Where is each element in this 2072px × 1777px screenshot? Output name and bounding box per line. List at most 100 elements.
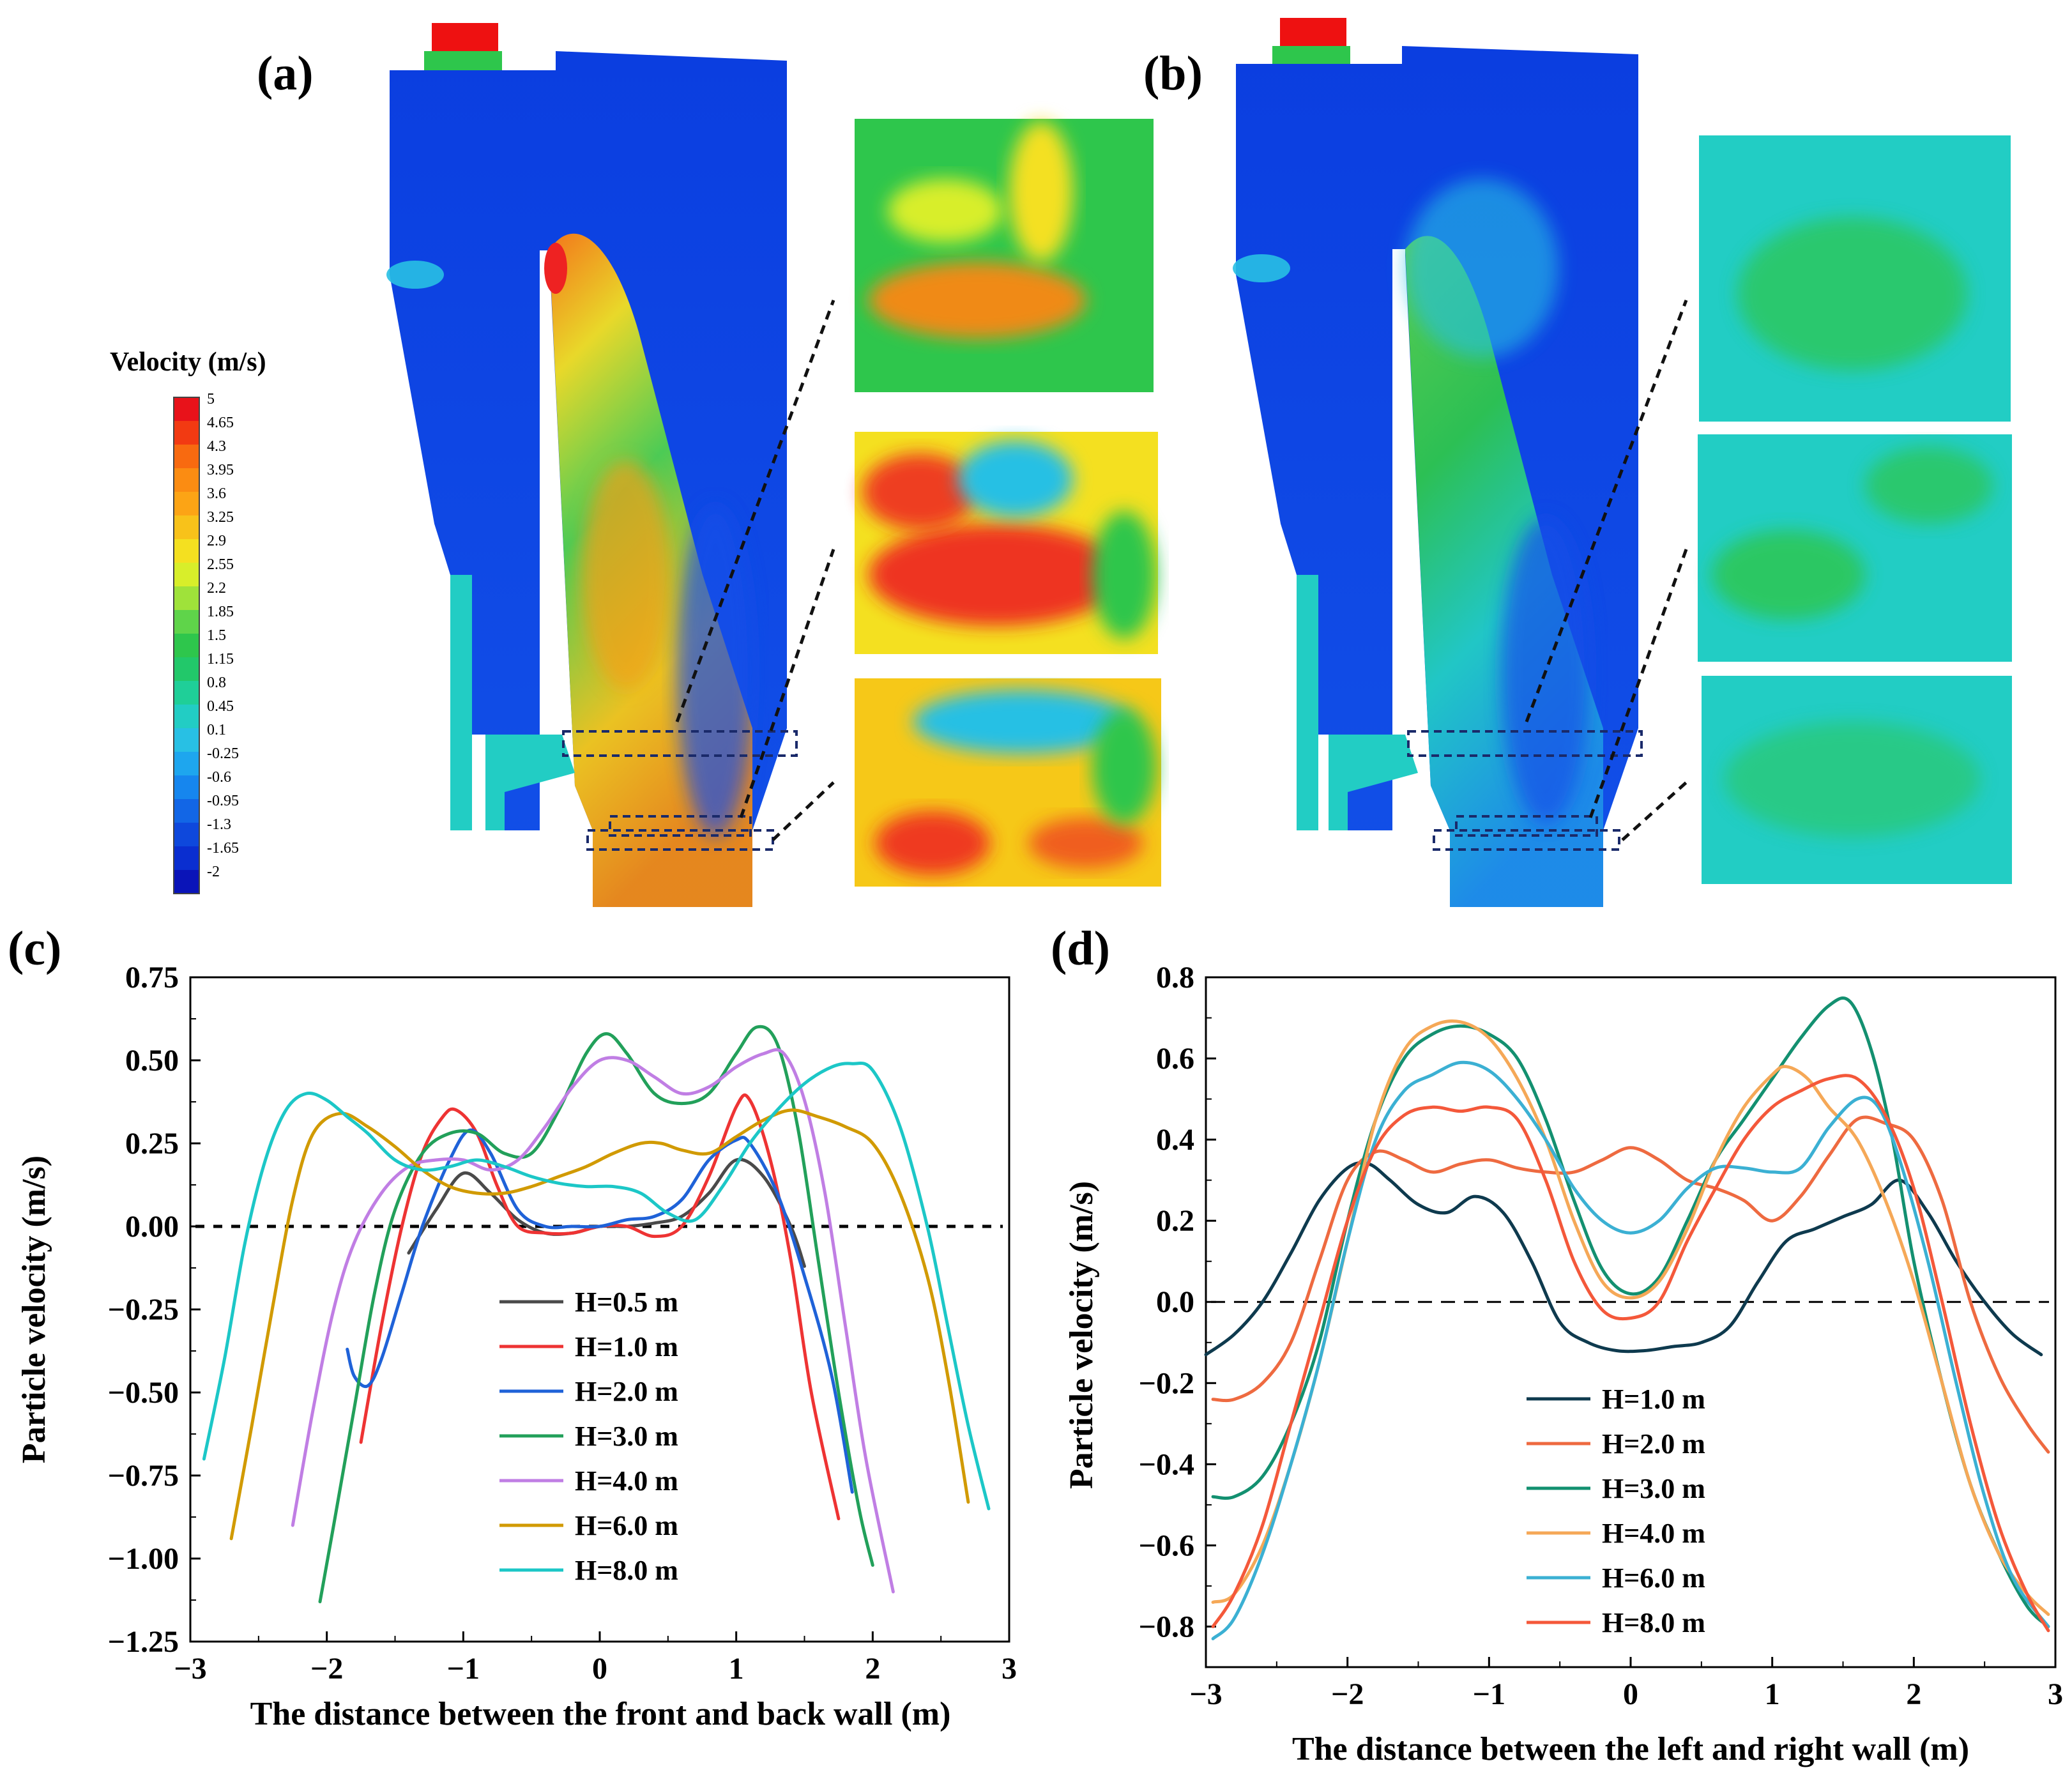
colorbar-swatch (174, 681, 199, 705)
y-tick-label: −0.2 (1139, 1366, 1194, 1400)
x-tick-label: −2 (1331, 1677, 1364, 1711)
contour-panel-a (386, 23, 1161, 907)
series-line-h-2-0-m (346, 1128, 854, 1494)
y-tick-label: −1.25 (108, 1625, 179, 1659)
slice-maps-a (855, 119, 1161, 887)
colorbar-level-label: 1.85 (207, 604, 234, 620)
arrows-b (1525, 300, 1688, 841)
colorbar-swatch (174, 586, 199, 610)
x-tick-label: −3 (1189, 1677, 1222, 1711)
colorbar-swatch (174, 657, 199, 681)
x-tick-label: 2 (865, 1652, 880, 1686)
x-tick-label: 3 (2048, 1677, 2063, 1711)
legend-label: H=6.0 m (575, 1510, 678, 1541)
colorbar-swatch (174, 775, 199, 799)
legend-label: H=1.0 m (575, 1331, 678, 1362)
legend-label: H=3.0 m (1602, 1473, 1705, 1504)
y-tick-label: −0.25 (108, 1293, 179, 1327)
reactor-shape-b (1233, 18, 1638, 907)
legend-label: H=2.0 m (1602, 1428, 1705, 1460)
panel-letter-b: (b) (1143, 47, 1203, 100)
x-tick-label: 1 (729, 1652, 744, 1686)
series-line-h-2-0-m (1211, 1115, 2050, 1454)
colorbar-title: Velocity (m/s) (110, 347, 266, 377)
colorbar-level-label: 4.3 (207, 438, 226, 455)
chart-d-ticks: −3 −2 −1 0 1 2 3 0.8 0.6 0.4 0.2 0.0 −0.2 −0.4 −0.6 −0.… (1139, 961, 2063, 1711)
y-tick-label: 0.4 (1156, 1123, 1194, 1157)
x-tick-label: −3 (174, 1652, 206, 1686)
colorbar-swatches (173, 397, 200, 894)
chart-c-ylabel: Particle velocity (m/s) (16, 1155, 52, 1463)
colorbar-swatch (174, 492, 199, 515)
colorbar-level-label: -0.95 (207, 793, 239, 809)
y-tick-label: 0.00 (125, 1210, 179, 1244)
legend-label: H=6.0 m (1602, 1562, 1705, 1594)
colorbar-level-label: 5 (207, 391, 215, 408)
colorbar-level-label: 2.9 (207, 533, 226, 549)
colorbar-swatch (174, 421, 199, 445)
colorbar-swatch (174, 799, 199, 823)
y-tick-label: 0.8 (1156, 961, 1194, 995)
y-tick-label: 0.50 (125, 1044, 179, 1078)
colorbar-swatch (174, 397, 199, 421)
panel-letter-a: (a) (257, 47, 314, 100)
colorbar-level-label: 3.25 (207, 509, 234, 526)
chart-c: −3 −2 −1 0 1 2 3 0.75 0.50 0.25 0.00 −0.25 −0.50 −0.7… (16, 961, 1017, 1732)
colorbar-level-label: -0.6 (207, 769, 231, 786)
colorbar-labels: 5 4.65 4.3 3.95 3.6 3.25 2.9 2.55 2.2 1.85 1.5 1.15… (207, 391, 239, 880)
y-tick-label: −0.50 (108, 1376, 179, 1410)
reactor-shape-a (386, 23, 787, 907)
y-tick-label: 0.6 (1156, 1042, 1194, 1076)
colorbar-level-label: 3.95 (207, 462, 234, 478)
series-line-h-8-0-m (202, 1062, 991, 1511)
velocity-colorbar: Velocity (m/s) 5 4.65 4.3 3.95 3.6 3.25 2.9 2.5… (110, 347, 266, 894)
colorbar-level-label: -1.3 (207, 816, 231, 833)
x-tick-label: −1 (447, 1652, 480, 1686)
colorbar-swatch (174, 752, 199, 775)
colorbar-level-label: 1.5 (207, 627, 226, 644)
contour-panel-b (1233, 18, 2012, 907)
legend-label: H=8.0 m (1602, 1607, 1705, 1638)
colorbar-level-label: 0.1 (207, 722, 226, 738)
y-tick-label: −1.00 (108, 1542, 179, 1576)
colorbar-level-label: -1.65 (207, 840, 239, 857)
series-line-h-1-0-m (1204, 1161, 2043, 1357)
legend-label: H=0.5 m (575, 1286, 678, 1318)
dashed-slices-b (1407, 730, 1643, 851)
colorbar-level-label: -2 (207, 864, 220, 880)
colorbar-level-label: 2.55 (207, 556, 234, 573)
colorbar-swatch (174, 705, 199, 728)
x-tick-label: 0 (1623, 1677, 1638, 1711)
y-tick-label: 0.75 (125, 961, 179, 995)
x-tick-label: 3 (1002, 1652, 1017, 1686)
chart-c-legend: H=0.5 m H=1.0 m H=2.0 m H=3.0 m H=4.0 m H=6.0… (499, 1286, 678, 1586)
x-tick-label: 1 (1765, 1677, 1780, 1711)
colorbar-swatch (174, 634, 199, 657)
series-line-h-6-0-m (1211, 1060, 2050, 1640)
colorbar-swatch (174, 563, 199, 586)
series-line-h-6-0-m (229, 1108, 970, 1541)
colorbar-swatch (174, 468, 199, 492)
colorbar-level-label: 1.15 (207, 651, 234, 667)
colorbar-swatch (174, 515, 199, 539)
panel-letter-d: (d) (1051, 922, 1110, 975)
series-line-h-0-5-m (407, 1157, 806, 1268)
y-tick-label: −0.75 (108, 1459, 179, 1493)
colorbar-level-label: -0.25 (207, 745, 239, 762)
chart-c-ticks: −3 −2 −1 0 1 2 3 0.75 0.50 0.25 0.00 −0.25 −0.50 −0.7… (108, 961, 1017, 1686)
colorbar-level-label: 0.8 (207, 675, 226, 691)
colorbar-swatch (174, 870, 199, 894)
arrows-a (675, 300, 835, 841)
colorbar-swatch (174, 846, 199, 870)
colorbar-level-label: 2.2 (207, 580, 226, 597)
colorbar-level-label: 4.65 (207, 415, 234, 431)
x-tick-label: −2 (310, 1652, 343, 1686)
y-tick-label: 0.2 (1156, 1204, 1194, 1238)
chart-c-series (202, 1025, 991, 1604)
y-tick-label: −0.6 (1139, 1529, 1194, 1562)
x-tick-label: 2 (1906, 1677, 1921, 1711)
legend-label: H=3.0 m (575, 1421, 678, 1452)
series-line-h-8-0-m (1211, 1074, 2050, 1633)
legend-label: H=2.0 m (575, 1376, 678, 1407)
colorbar-swatch (174, 445, 199, 468)
